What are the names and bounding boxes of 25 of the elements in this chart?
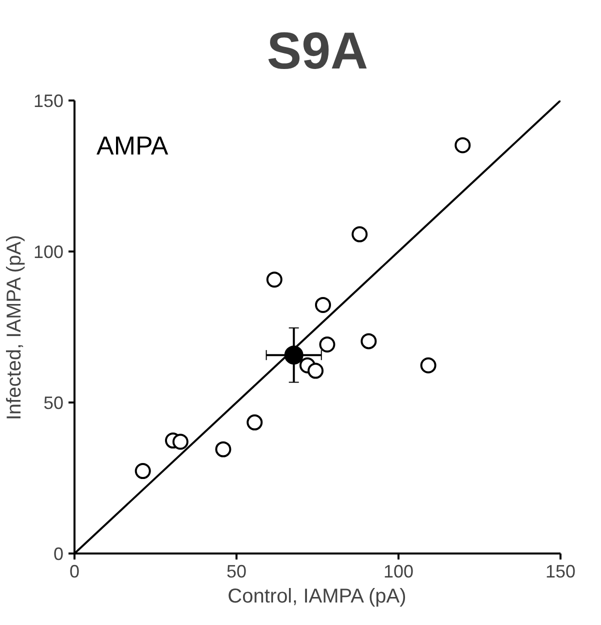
point [352, 226, 368, 242]
point [284, 346, 304, 365]
chart-title: S9A [266, 22, 368, 80]
point [360, 333, 377, 350]
point [266, 272, 282, 288]
x-axis-title: Control, IAMPA (pA) [228, 586, 406, 608]
point [454, 137, 471, 154]
y-tick-label: 100 [33, 242, 64, 262]
x-tick-label: 0 [69, 562, 80, 582]
y-tick-label: 0 [53, 544, 64, 564]
x-tick-label: 100 [383, 562, 414, 582]
y-tick-label: 150 [33, 91, 64, 111]
y-tick-label: 50 [43, 393, 64, 413]
point [308, 362, 324, 379]
point [134, 463, 151, 480]
point [215, 441, 232, 458]
x-tick-label: 50 [226, 562, 247, 582]
x-tick-label: 150 [545, 562, 576, 582]
point [420, 357, 436, 374]
point [246, 414, 263, 430]
point [172, 434, 188, 450]
point [319, 336, 336, 352]
annotation: AMPA [96, 130, 169, 160]
point [315, 296, 332, 313]
y-axis-title: Infected, IAMPA (pA) [3, 234, 26, 420]
